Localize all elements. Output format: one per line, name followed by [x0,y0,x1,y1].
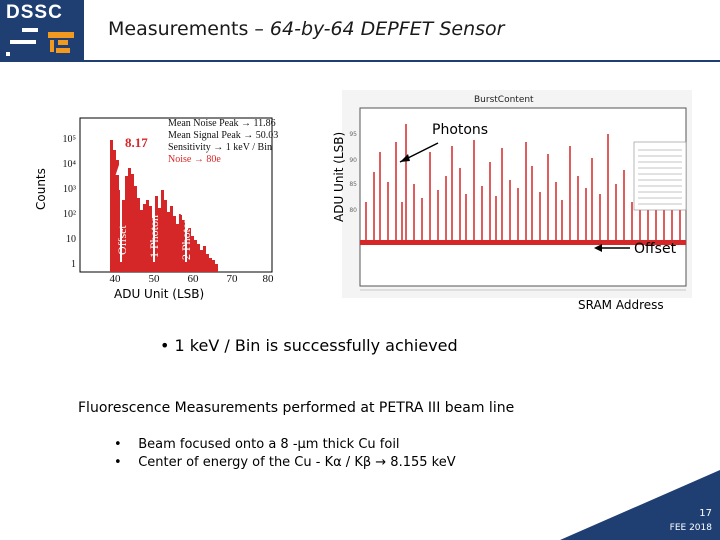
footer-graphic [560,470,720,540]
burst-content-plot: BurstContent 95 90 85 80 [342,90,692,298]
callout-value: 8.17 [125,135,148,150]
histogram-ylabel: Counts [34,168,48,210]
logo-text: DSSC [6,2,63,23]
burst-ytick-95: 95 [349,131,357,138]
legend-line-4: Noise → 80e [168,154,221,165]
header-divider [84,60,720,62]
sub-item-text: Center of energy of the Cu - Kα / Kβ → 8… [138,455,456,470]
photons-label: Photons [432,122,489,138]
legend-line-3: Sensitivity → 1 keV / Bin [168,142,272,153]
page-title: Measurements – 64-by-64 DEPFET Sensor [108,18,504,40]
stats-box [633,141,687,211]
burst-ylabel: ADU Unit (LSB) [332,131,346,222]
burst-title: BurstContent [474,95,534,105]
title-italic: 64-by-64 DEPFET Sensor [269,18,505,40]
legend-line-1: Mean Noise Peak → 11.86 [168,118,276,129]
hist-ytick-1e4: 10⁴ [63,159,77,170]
sub-item-text: Beam focused onto a 8 -μm thick Cu foil [138,437,400,452]
peak-label-offset: Offset [115,225,129,255]
sub-list: • Beam focused onto a 8 -μm thick Cu foi… [114,436,456,472]
hist-ytick-1e3: 10³ [63,184,76,195]
sub-item: • Beam focused onto a 8 -μm thick Cu foi… [114,437,400,452]
hist-ytick-1e5: 10⁵ [63,134,77,145]
peak-label-1-photon: 1 Photon [147,215,161,258]
annotation-arrows [399,142,630,252]
hist-xtick-70: 70 [227,273,239,285]
hist-ytick-10: 10 [66,234,76,245]
burst-ytick-85: 85 [349,181,357,188]
page-number: 17 [699,508,712,519]
burst-ytick-80: 80 [349,207,357,214]
hist-xtick-60: 60 [188,273,200,285]
burst-xlabel: SRAM Address [578,298,664,312]
hist-xtick-40: 40 [110,273,122,285]
logo: DSSC [0,0,84,62]
footer-text: FEE 2018 [669,523,712,533]
hist-xtick-80: 80 [263,273,275,285]
sub-item: • Center of energy of the Cu - Kα / Kβ →… [114,455,456,470]
offset-label: Offset [634,241,677,257]
legend-line-2: Mean Signal Peak → 50.03 [168,130,278,141]
title-main: Measurements – [108,18,270,40]
hist-ytick-1e2: 10² [63,209,76,220]
histogram-plot: 8.17 Mean Noise Peak → 11.86 Mean Signal… [56,100,278,285]
histogram-xlabel: ADU Unit (LSB) [114,287,205,301]
hist-xtick-50: 50 [149,273,161,285]
hist-ytick-1: 1 [71,259,76,270]
logo-graphic [6,28,74,56]
bullet-main: • 1 keV / Bin is successfully achieved [160,336,458,355]
peak-label-2-photons: 2 Photons [179,212,193,260]
burst-ytick-90: 90 [349,157,357,164]
subheading: Fluorescence Measurements performed at P… [78,400,515,416]
